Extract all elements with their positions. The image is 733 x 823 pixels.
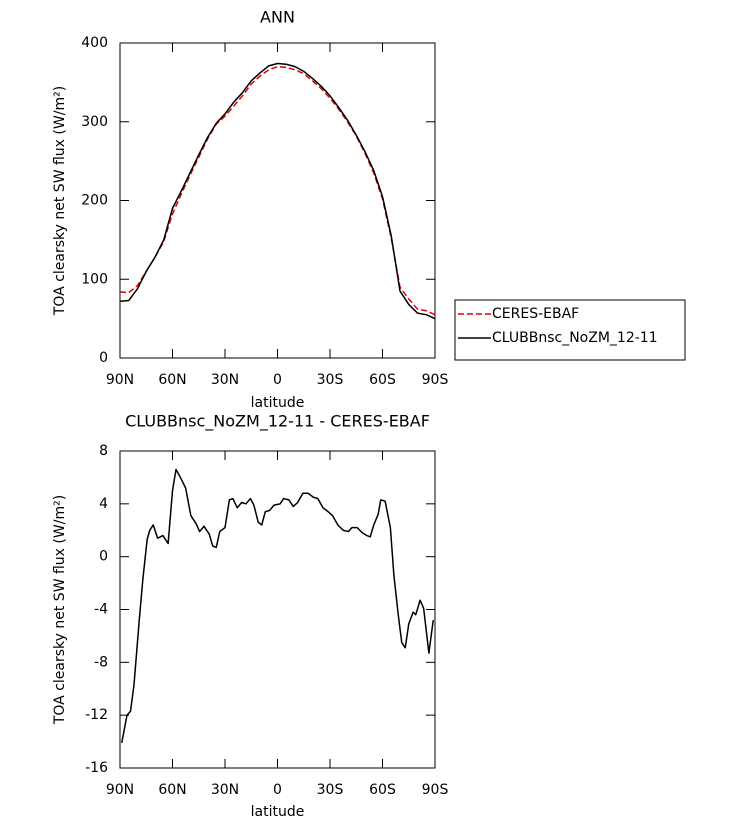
x-tick-label: 60N [158,782,186,798]
legend-box [454,299,686,361]
x-tick-label: 60S [369,372,396,388]
y-tick-label: -4 [94,602,108,618]
x-tick-label: 90S [422,372,449,388]
x-tick-label: 0 [273,782,282,798]
y-axis-label: TOA clearsky net SW flux (W/m²) [52,495,68,725]
y-tick-label: 0 [99,350,108,366]
x-tick-label: 60S [369,782,396,798]
x-tick-label: 90S [422,782,449,798]
x-tick-label: 30N [211,372,239,388]
x-tick-label: 90N [106,782,134,798]
y-axis-label: TOA clearsky net SW flux (W/m²) [52,86,68,316]
y-tick-label: 200 [81,193,108,209]
y-tick-label: -16 [85,760,108,776]
y-tick-label: 4 [99,496,108,512]
legend-label: CLUBBnsc_NoZM_12-11 [492,330,658,346]
x-tick-label: 0 [273,372,282,388]
y-tick-label: 8 [99,443,108,459]
legend-label: CERES-EBAF [492,306,579,322]
x-tick-label: 90N [106,372,134,388]
y-tick-label: -12 [85,707,108,723]
x-axis-label: latitude [251,804,305,820]
x-tick-label: 60N [158,372,186,388]
plot-frame [119,450,436,769]
data-line [121,468,434,744]
plot-frame [119,42,436,359]
x-tick-label: 30S [317,372,344,388]
y-tick-label: -8 [94,654,108,670]
data-line [119,65,436,316]
chart-title: CLUBBnsc_NoZM_12-11 - CERES-EBAF [125,412,430,432]
y-tick-label: 300 [81,114,108,130]
data-line [119,62,436,320]
x-tick-label: 30S [317,782,344,798]
chart-title: ANN [260,8,295,27]
y-tick-label: 100 [81,271,108,287]
x-axis-label: latitude [251,395,305,411]
x-tick-label: 30N [211,782,239,798]
y-tick-label: 0 [99,549,108,565]
y-tick-label: 400 [81,35,108,51]
